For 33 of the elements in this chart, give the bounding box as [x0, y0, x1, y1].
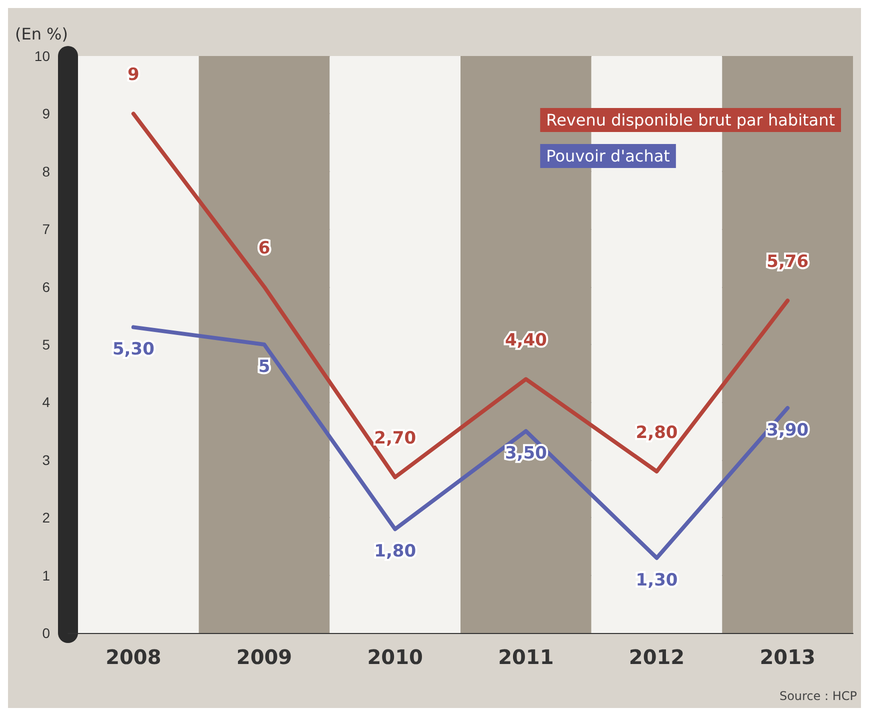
y-tick-label: 0 — [42, 625, 50, 641]
y-tick-label: 8 — [42, 163, 50, 180]
data-label: 2,70 — [374, 428, 416, 449]
y-tick-label: 10 — [34, 48, 50, 64]
source-note: Source : HCP — [779, 689, 858, 703]
x-tick-label: 2011 — [498, 645, 554, 669]
data-label: 5,76 — [766, 252, 809, 272]
y-tick-label: 5 — [42, 336, 50, 352]
y-tick-label: 1 — [42, 567, 50, 584]
text: Revenu disponible brut par habitant — [546, 110, 836, 130]
y-tick-label: 7 — [42, 221, 50, 238]
data-label: 1,80 — [374, 542, 416, 562]
y-tick-label: 4 — [42, 394, 50, 410]
data-label: 5 — [258, 357, 270, 377]
y-tick-label: 3 — [42, 452, 50, 468]
y-axis-title: (En %) — [14, 24, 68, 44]
data-label: 4,40 — [504, 330, 548, 351]
text: Pouvoir d'achat — [546, 146, 670, 166]
y-tick-label: 6 — [42, 278, 50, 295]
x-tick-label: 2013 — [760, 645, 816, 669]
data-label: 3,50 — [504, 444, 548, 464]
data-label: 3,90 — [766, 420, 809, 440]
data-label: 9 — [127, 65, 140, 86]
x-tick-label: 2012 — [628, 645, 685, 669]
data-label: 2,80 — [636, 422, 678, 443]
x-tick-label: 2009 — [236, 645, 292, 669]
data-label: 1,30 — [636, 570, 678, 590]
y-tick-label: 9 — [42, 106, 50, 122]
x-tick-label: 2010 — [367, 645, 423, 669]
data-label: 5,30 — [112, 340, 155, 360]
y-tick-label: 2 — [42, 510, 50, 526]
data-label: 6 — [258, 238, 270, 258]
x-tick-label: 2008 — [106, 645, 162, 669]
